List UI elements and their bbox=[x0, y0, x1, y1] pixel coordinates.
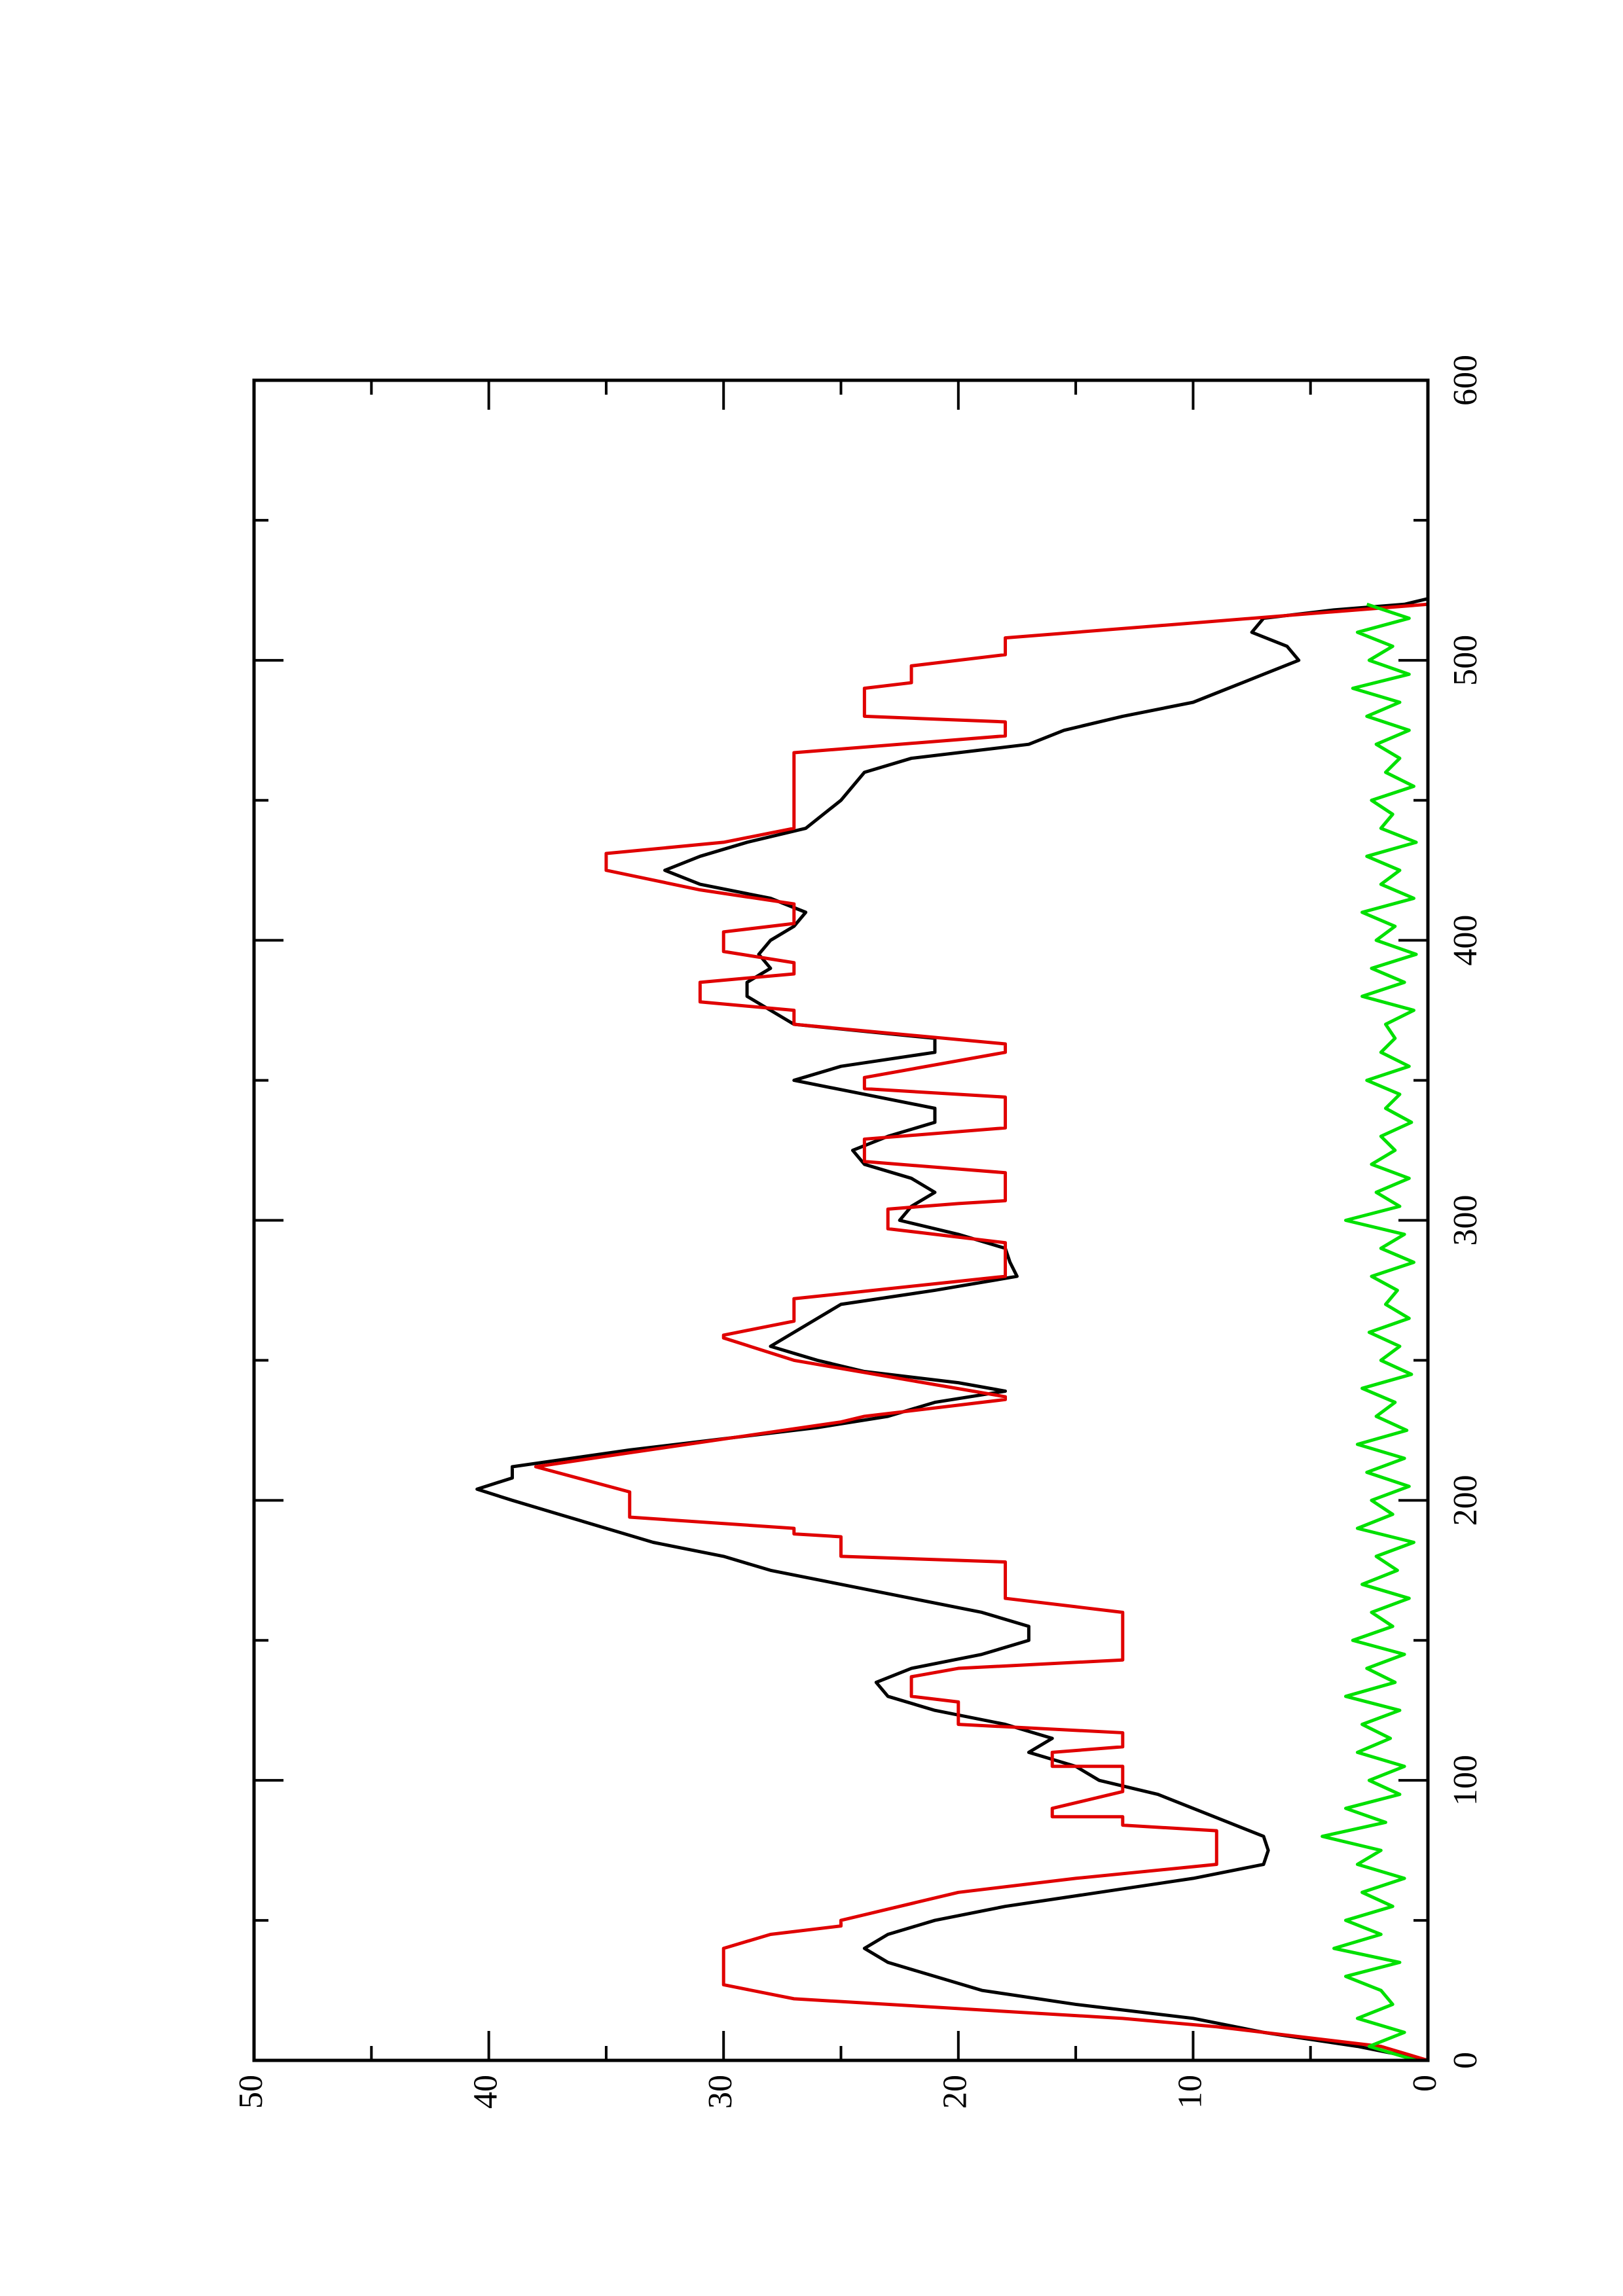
plot-frame bbox=[252, 378, 1430, 2062]
y-tick-label: 20 bbox=[937, 2075, 974, 2109]
rotated-plot: 0 100 200 300 400 500 600 0 10 20 30 40 50 bbox=[232, 355, 1484, 2109]
y-tick-label: 30 bbox=[702, 2075, 739, 2109]
x-tick-label: 600 bbox=[1447, 355, 1484, 406]
x-tick-label: 300 bbox=[1447, 1195, 1484, 1246]
x-tick-label: 0 bbox=[1447, 2052, 1484, 2069]
x-tick-label: 100 bbox=[1447, 1755, 1484, 1806]
data-line bbox=[475, 597, 1429, 2062]
data-line bbox=[534, 602, 1429, 2062]
x-tick-label: 400 bbox=[1447, 915, 1484, 966]
x-tick-label: 200 bbox=[1447, 1475, 1484, 1526]
y-tick-label: 40 bbox=[467, 2075, 505, 2109]
data-line bbox=[1321, 602, 1418, 2062]
y-tick-label: 50 bbox=[232, 2075, 270, 2109]
y-tick-label: 0 bbox=[1406, 2075, 1444, 2092]
x-tick-label: 500 bbox=[1447, 635, 1484, 686]
y-tick-label: 10 bbox=[1171, 2075, 1209, 2109]
